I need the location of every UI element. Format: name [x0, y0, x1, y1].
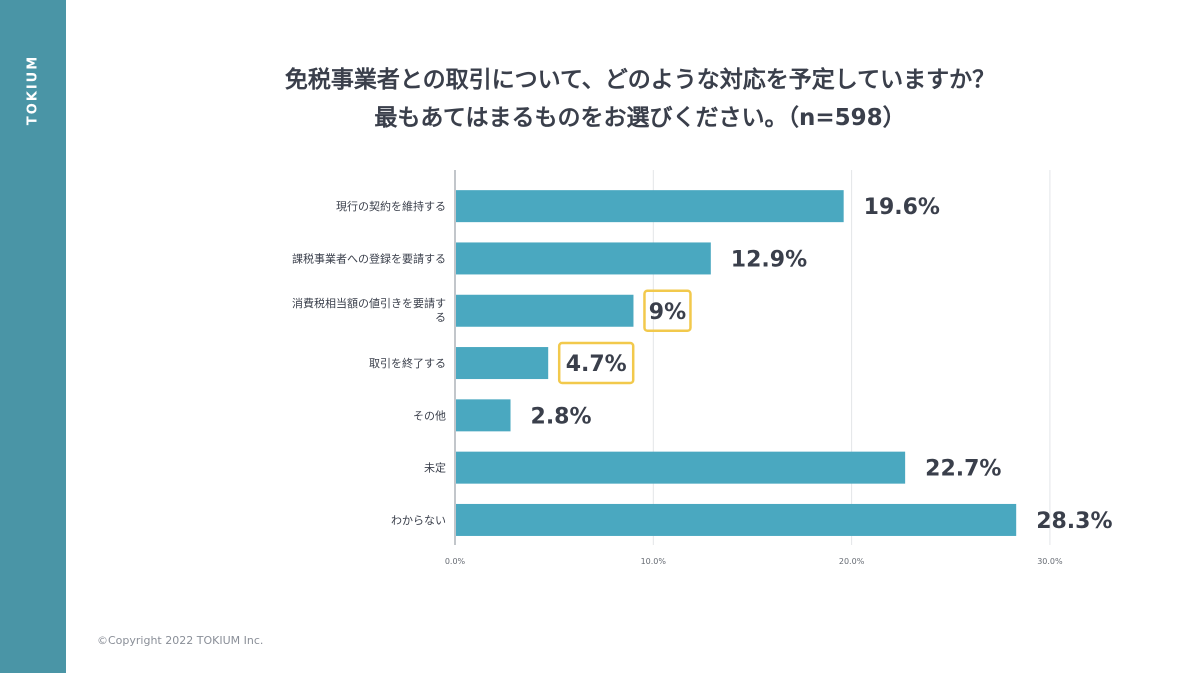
x-tick-label: 20.0%: [839, 557, 865, 566]
value-label: 9%: [649, 300, 686, 325]
chart-title-line-1: 免税事業者との取引について、どのような対応を予定していますか？: [284, 67, 996, 93]
value-label: 19.6%: [864, 195, 940, 220]
category-label: 課税事業者への登録を要請する: [292, 251, 446, 265]
copyright-notice: ©Copyright 2022 TOKIUM Inc.: [97, 634, 264, 647]
x-tick-label: 30.0%: [1037, 557, 1063, 566]
bar: [456, 190, 844, 223]
x-tick-label: 10.0%: [641, 557, 667, 566]
value-label: 12.9%: [731, 247, 807, 272]
bar: [456, 503, 1017, 536]
category-label: わからない: [391, 514, 446, 527]
chart-title-line-2: 最もあてはまるものをお選びください。（n=598）: [374, 105, 906, 131]
bar: [456, 347, 549, 380]
sidebar-band: TOKIUM: [0, 0, 66, 673]
x-tick-label: 0.0%: [445, 557, 466, 566]
value-label: 2.8%: [531, 404, 592, 429]
bar: [456, 294, 634, 327]
bar: [456, 399, 511, 432]
value-label: 4.7%: [566, 352, 627, 377]
bar: [456, 242, 711, 275]
category-label: 未定: [424, 461, 446, 475]
category-label: その他: [413, 409, 446, 422]
value-label: 22.7%: [925, 457, 1001, 482]
value-label: 28.3%: [1036, 509, 1112, 534]
value-highlight-box: [643, 289, 692, 332]
category-label: 取引を終了する: [369, 356, 446, 370]
bar: [456, 451, 906, 484]
value-highlight-box: [557, 341, 635, 385]
category-label: 消費税相当額の値引きを要請する: [292, 296, 446, 324]
category-label: 現行の契約を維持する: [336, 199, 446, 213]
